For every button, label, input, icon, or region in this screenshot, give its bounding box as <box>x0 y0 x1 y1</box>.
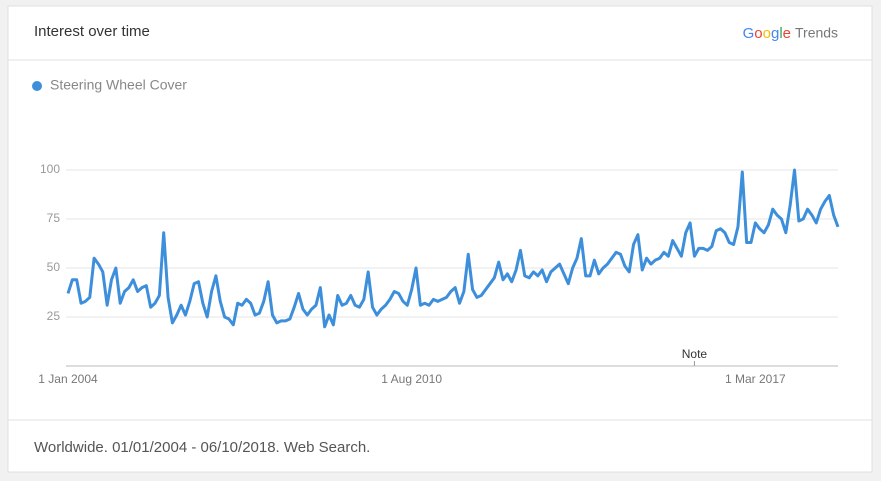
note-label: Note <box>682 347 708 361</box>
footer-text: Worldwide. 01/01/2004 - 06/10/2018. Web … <box>34 439 370 456</box>
x-tick-label: 1 Aug 2010 <box>381 372 442 386</box>
series-line <box>66 168 840 329</box>
y-tick-label: 75 <box>47 211 61 225</box>
y-tick-label: 50 <box>47 260 61 274</box>
legend-dot <box>32 81 42 91</box>
x-tick-label: 1 Jan 2004 <box>38 372 98 386</box>
y-tick-label: 25 <box>47 309 61 323</box>
brand-logo: Google <box>743 25 791 42</box>
x-tick-label: 1 Mar 2017 <box>725 372 786 386</box>
brand-product: Trends <box>795 25 838 41</box>
y-tick-label: 100 <box>40 162 60 176</box>
legend-label: Steering Wheel Cover <box>50 77 187 93</box>
card-title: Interest over time <box>34 23 150 40</box>
